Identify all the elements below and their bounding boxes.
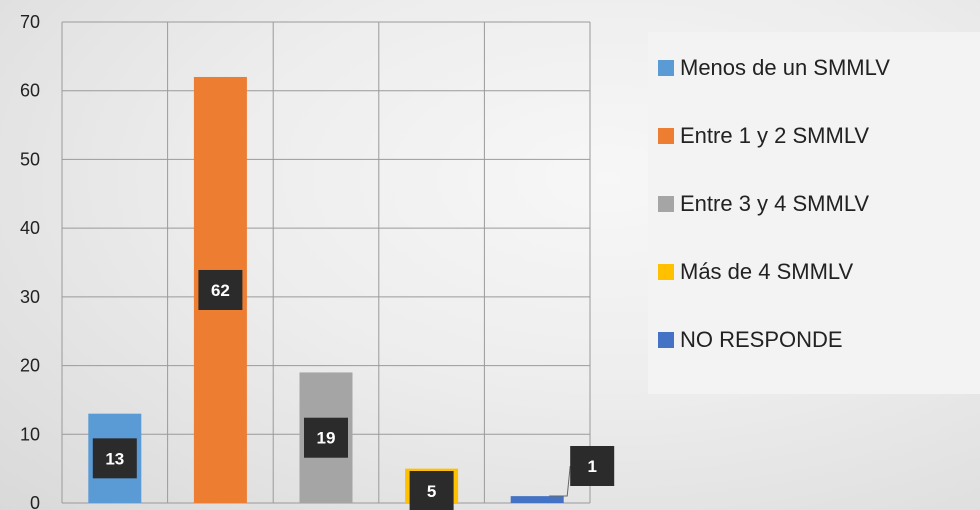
leader-line — [549, 465, 571, 497]
legend-swatch — [658, 264, 674, 280]
gridlines — [61, 21, 591, 504]
y-axis: 0 10 20 30 40 50 60 70 — [20, 12, 40, 510]
data-labels: 13 62 19 5 1 — [92, 269, 615, 510]
data-label: 1 — [587, 457, 596, 476]
legend-label: Más de 4 SMMLV — [680, 259, 854, 284]
legend-label: Entre 1 y 2 SMMLV — [680, 123, 870, 148]
y-tick-label: 0 — [30, 493, 40, 510]
data-label-box — [570, 446, 615, 486]
y-tick-label: 60 — [20, 81, 40, 101]
y-tick-label: 20 — [20, 356, 40, 376]
legend-label: Entre 3 y 4 SMMLV — [680, 191, 870, 216]
y-tick-label: 50 — [20, 149, 40, 169]
legend-item: Entre 3 y 4 SMMLV — [658, 189, 869, 219]
data-label-box — [304, 417, 348, 458]
legend-swatch — [658, 332, 674, 348]
y-tick-label: 70 — [20, 12, 40, 32]
legend-label: NO RESPONDE — [680, 327, 843, 352]
bar — [510, 496, 564, 503]
data-label: 5 — [427, 482, 436, 501]
y-tick-label: 30 — [20, 287, 40, 307]
legend-label: Menos de un SMMLV — [680, 55, 890, 80]
y-tick-label: 40 — [20, 218, 40, 238]
y-tick-label: 10 — [20, 424, 40, 444]
data-label-box — [409, 471, 454, 510]
legend-swatch — [658, 128, 674, 144]
legend: Menos de un SMMLV Entre 1 y 2 SMMLV Entr… — [648, 32, 980, 394]
data-label: 62 — [211, 281, 230, 300]
legend-swatch — [658, 196, 674, 212]
data-label-box — [92, 438, 137, 479]
legend-item: Más de 4 SMMLV — [658, 257, 853, 287]
data-label: 13 — [105, 449, 124, 468]
bar-chart: 0 10 20 30 40 50 60 70 13 62 19 5 1 — [20, 12, 615, 510]
data-label: 19 — [317, 429, 336, 448]
legend-item: NO RESPONDE — [658, 325, 843, 355]
legend-swatch — [658, 60, 674, 76]
data-label-box — [198, 269, 243, 310]
legend-item: Entre 1 y 2 SMMLV — [658, 121, 869, 151]
legend-item: Menos de un SMMLV — [658, 53, 890, 83]
